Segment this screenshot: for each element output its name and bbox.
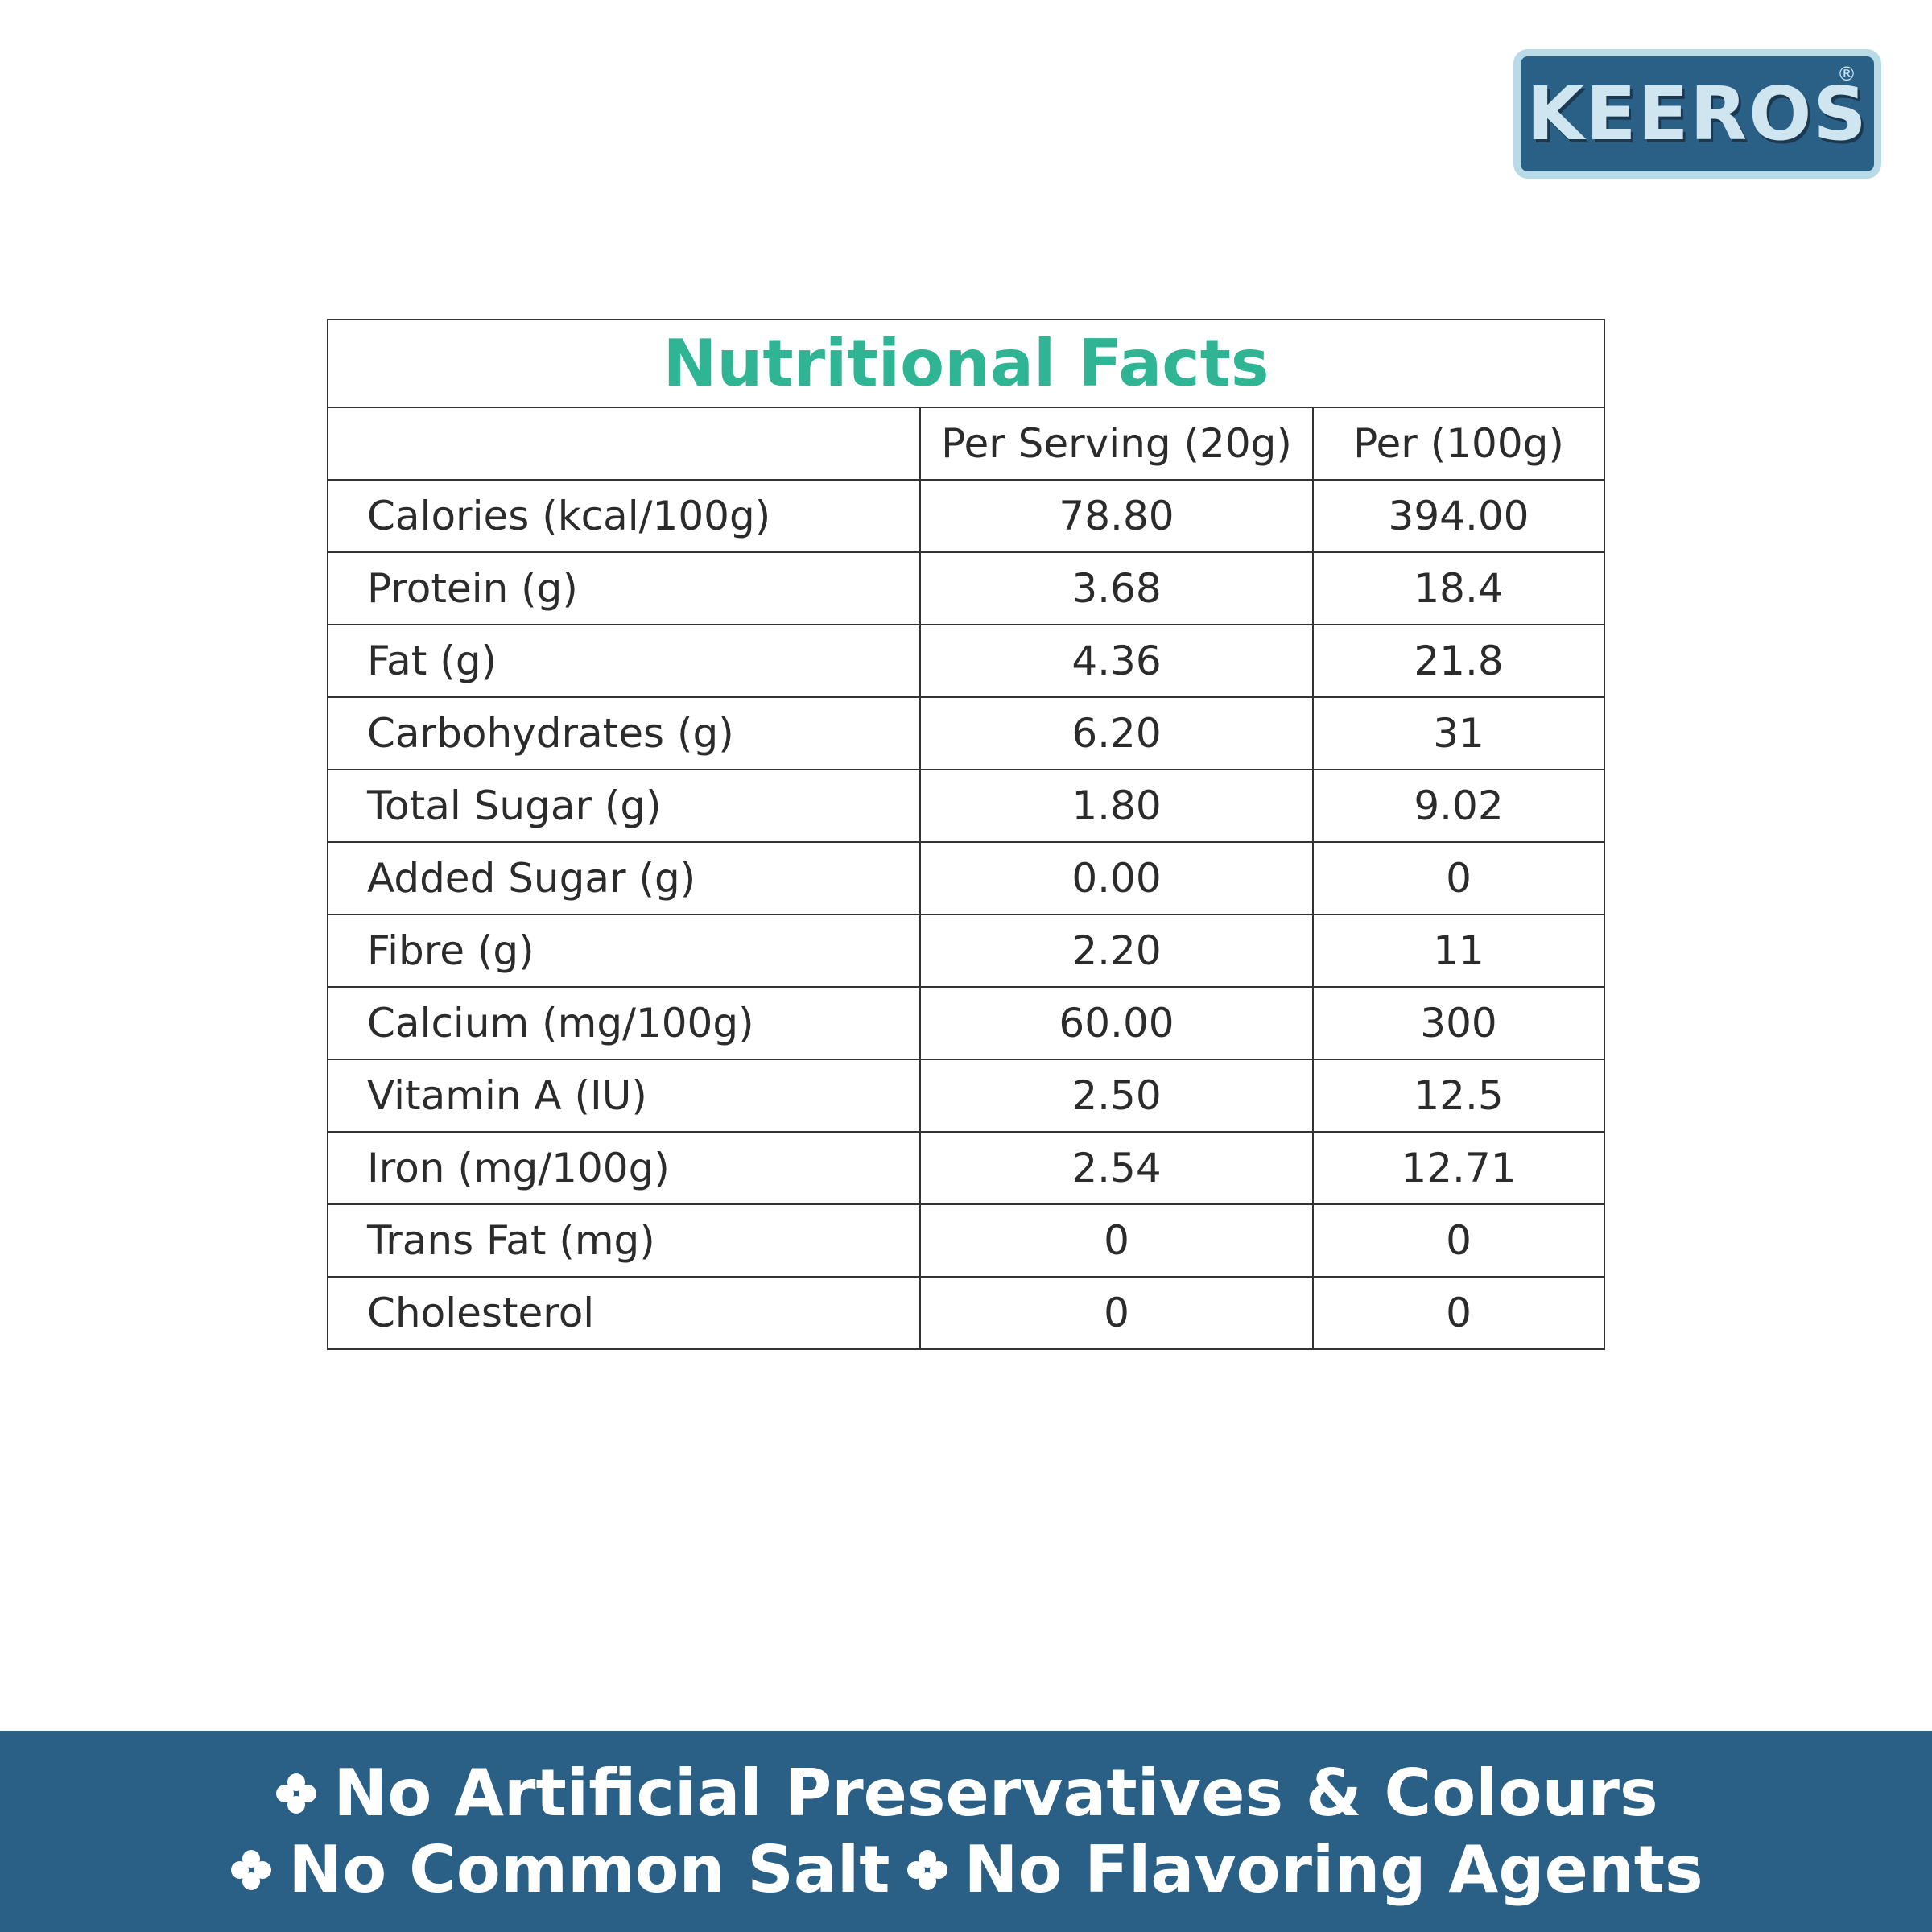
- bullet-icon: [231, 1849, 272, 1890]
- header-cell: Per Serving (20g): [919, 407, 1314, 481]
- value-cell: 394.00: [1312, 479, 1605, 553]
- label-cell: Iron (mg/100g): [327, 1131, 921, 1205]
- header-row: Per Serving (20g) Per (100g): [327, 407, 1605, 481]
- table-row: Cholesterol 0 0: [327, 1276, 1605, 1350]
- footer-claim: No Common Salt: [288, 1832, 890, 1907]
- value-cell: 0: [1312, 1203, 1605, 1278]
- logo: KEEROS ®: [1513, 49, 1881, 179]
- label-cell: Added Sugar (g): [327, 841, 921, 915]
- value-cell: 2.20: [919, 914, 1314, 988]
- label-cell: Calories (kcal/100g): [327, 479, 921, 553]
- logo-mark: ®: [1837, 63, 1856, 85]
- table-row: Iron (mg/100g) 2.54 12.71: [327, 1131, 1605, 1205]
- footer-banner: No Artificial Preservatives & Colours No …: [0, 1731, 1932, 1932]
- value-cell: 0: [919, 1276, 1314, 1350]
- value-cell: 6.20: [919, 696, 1314, 770]
- value-cell: 300: [1312, 986, 1605, 1060]
- value-cell: 31: [1312, 696, 1605, 770]
- footer-claim: No Artificial Preservatives & Colours: [333, 1756, 1658, 1831]
- value-cell: 4.36: [919, 624, 1314, 698]
- table-row: Trans Fat (mg) 0 0: [327, 1203, 1605, 1278]
- footer-line: No Artificial Preservatives & Colours: [274, 1756, 1658, 1831]
- nutrition-table: Nutritional Facts Per Serving (20g) Per (1…: [327, 319, 1605, 1350]
- value-cell: 12.71: [1312, 1131, 1605, 1205]
- value-cell: 18.4: [1312, 551, 1605, 625]
- value-cell: 3.68: [919, 551, 1314, 625]
- value-cell: 0: [919, 1203, 1314, 1278]
- label-cell: Calcium (mg/100g): [327, 986, 921, 1060]
- label-cell: Total Sugar (g): [327, 769, 921, 843]
- label-cell: Vitamin A (IU): [327, 1059, 921, 1133]
- value-cell: 11: [1312, 914, 1605, 988]
- value-cell: 60.00: [919, 986, 1314, 1060]
- value-cell: 2.54: [919, 1131, 1314, 1205]
- table-row: Calcium (mg/100g) 60.00 300: [327, 986, 1605, 1060]
- table-row: Added Sugar (g) 0.00 0: [327, 841, 1605, 915]
- table-row: Calories (kcal/100g) 78.80 394.00: [327, 479, 1605, 553]
- value-cell: 0: [1312, 841, 1605, 915]
- label-cell: Fibre (g): [327, 914, 921, 988]
- header-cell: Per (100g): [1312, 407, 1605, 481]
- value-cell: 0: [1312, 1276, 1605, 1350]
- label-cell: Carbohydrates (g): [327, 696, 921, 770]
- table-row: Protein (g) 3.68 18.4: [327, 551, 1605, 625]
- value-cell: 2.50: [919, 1059, 1314, 1133]
- table-row: Vitamin A (IU) 2.50 12.5: [327, 1059, 1605, 1133]
- table-row: Total Sugar (g) 1.80 9.02: [327, 769, 1605, 843]
- label-cell: Cholesterol: [327, 1276, 921, 1350]
- table-row: Fibre (g) 2.20 11: [327, 914, 1605, 988]
- bullet-icon: [276, 1773, 317, 1814]
- bullet-icon: [906, 1849, 947, 1890]
- value-cell: 0.00: [919, 841, 1314, 915]
- label-cell: Fat (g): [327, 624, 921, 698]
- label-cell: Trans Fat (mg): [327, 1203, 921, 1278]
- value-cell: 1.80: [919, 769, 1314, 843]
- label-cell: Protein (g): [327, 551, 921, 625]
- title-row: Nutritional Facts: [327, 319, 1605, 408]
- value-cell: 9.02: [1312, 769, 1605, 843]
- table-row: Fat (g) 4.36 21.8: [327, 624, 1605, 698]
- footer-claim: No Flavoring Agents: [964, 1832, 1703, 1907]
- value-cell: 21.8: [1312, 624, 1605, 698]
- footer-line: No Common Salt No Flavoring Agents: [229, 1832, 1703, 1907]
- table-row: Carbohydrates (g) 6.20 31: [327, 696, 1605, 770]
- value-cell: 78.80: [919, 479, 1314, 553]
- table-title: Nutritional Facts: [327, 319, 1605, 408]
- value-cell: 12.5: [1312, 1059, 1605, 1133]
- logo-name: KEEROS: [1526, 71, 1868, 157]
- header-cell: [327, 407, 921, 481]
